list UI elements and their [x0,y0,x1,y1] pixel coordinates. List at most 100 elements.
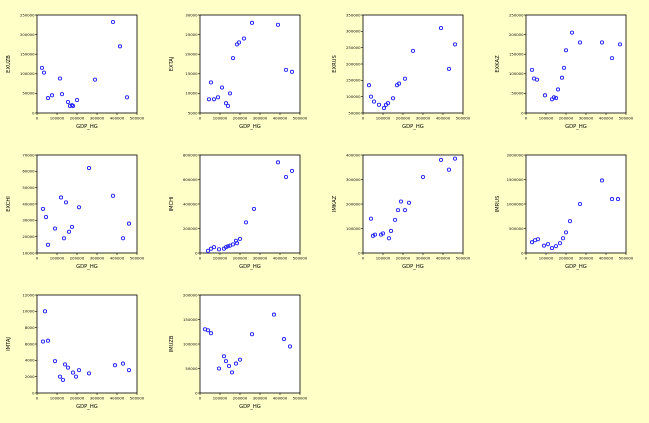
data-point [563,48,569,53]
data-point [529,67,535,72]
data-point [398,199,404,204]
y-tick-label: 20000 [22,234,35,239]
y-tick-label: 10000 [185,91,198,96]
y-axis-label: IMKAZ [332,195,338,212]
y-tick-label: 50000 [185,366,198,371]
data-point [386,236,392,241]
data-point [215,95,221,100]
data-point [40,339,46,344]
x-tick-label: 100000 [50,256,65,261]
y-tick-label: 600000 [183,177,198,182]
data-point [126,368,132,373]
data-point [388,228,394,233]
x-tick-label: 400000 [110,396,125,401]
x-tick-label: 400000 [273,396,288,401]
data-point [385,101,391,106]
y-tick-label: 300000 [346,29,361,34]
plot-area [36,294,138,394]
data-point [446,167,452,172]
x-tick-label: 0 [525,256,528,261]
data-point [216,366,222,371]
data-point [281,337,287,342]
data-point [57,374,63,379]
y-axis-label: IMUZB [169,335,175,352]
y-tick-label: 0 [521,110,524,115]
plot-area [199,154,301,254]
data-point [208,331,214,336]
data-point [542,93,548,98]
scatter-imrus-vs-gdp: 0 100000 200000 300000 400000 500000 0 500000 10… [495,152,634,270]
y-tick-label: 70000 [22,152,35,157]
data-point [43,215,49,220]
data-point [366,83,372,88]
scatter-imtaj-vs-gdp: 0 100000 200000 300000 400000 500000 0 2000 4000… [6,292,145,410]
x-tick-label: 300000 [90,396,105,401]
x-tick-label: 200000 [396,116,411,121]
data-point [438,157,444,162]
x-tick-label: 500000 [456,116,471,121]
y-axis-label: IMRUS [495,196,501,213]
y-tick-label: 100000 [346,94,361,99]
y-tick-label: 200000 [509,32,524,37]
data-point [234,241,240,246]
data-point [559,75,565,80]
data-point [545,242,551,247]
x-tick-label: 300000 [253,396,268,401]
x-axis-label: GDP_HG [239,264,261,270]
data-point [66,229,72,234]
data-point [124,95,130,100]
data-point [420,174,426,180]
data-point [86,371,92,376]
x-tick-label: 500000 [456,256,471,261]
scatter-imkaz-vs-gdp: 0 100000 200000 300000 400000 500000 0 100000 20… [332,152,471,270]
x-tick-label: 200000 [233,396,248,401]
plot-area [525,154,627,254]
x-tick-label: 0 [199,116,202,121]
data-point [117,44,123,49]
x-tick-label: 500000 [619,116,634,121]
data-point [211,245,217,250]
x-axis-label: GDP_HG [565,124,587,130]
y-tick-label: 20000 [185,52,198,57]
data-point [534,77,540,82]
x-tick-label: 0 [362,256,365,261]
y-tick-label: 2000000 [507,152,524,157]
y-tick-label: 0 [32,110,35,115]
data-point [223,101,229,106]
x-tick-label: 100000 [376,256,391,261]
data-point [223,359,229,364]
data-point [126,221,132,226]
data-point [617,42,623,47]
data-point [45,338,51,343]
data-point [110,20,116,25]
x-tick-label: 300000 [90,116,105,121]
data-point [402,208,408,213]
data-point [211,97,217,102]
x-axis-label: GDP_HG [565,264,587,270]
plot-area [199,294,301,394]
data-point [76,205,82,210]
data-point [372,232,378,237]
data-point [45,242,51,247]
x-axis-label: GDP_HG [76,264,98,270]
data-point [226,364,232,369]
y-tick-label: 400000 [346,152,361,157]
x-tick-label: 100000 [213,256,228,261]
y-tick-label: 400000 [183,201,198,206]
data-point [229,370,235,375]
y-tick-label: 50000 [348,110,361,115]
y-tick-label: 150000 [346,78,361,83]
y-tick-label: 0 [195,390,198,395]
x-tick-label: 0 [36,116,39,121]
data-point [541,243,547,248]
data-point [529,240,535,245]
data-point [237,236,243,241]
scatter-exkaz-vs-gdp: 0 100000 200000 300000 400000 500000 0 50000 100… [495,12,634,130]
y-tick-label: 0 [521,250,524,255]
y-tick-label: 150000 [183,317,198,322]
scatter-imchi-vs-gdp: 0 100000 200000 300000 400000 500000 0 200000 40… [169,152,308,270]
x-tick-label: 400000 [599,256,614,261]
data-point [560,236,566,241]
y-tick-label: 15000 [185,71,198,76]
data-point [241,36,247,41]
